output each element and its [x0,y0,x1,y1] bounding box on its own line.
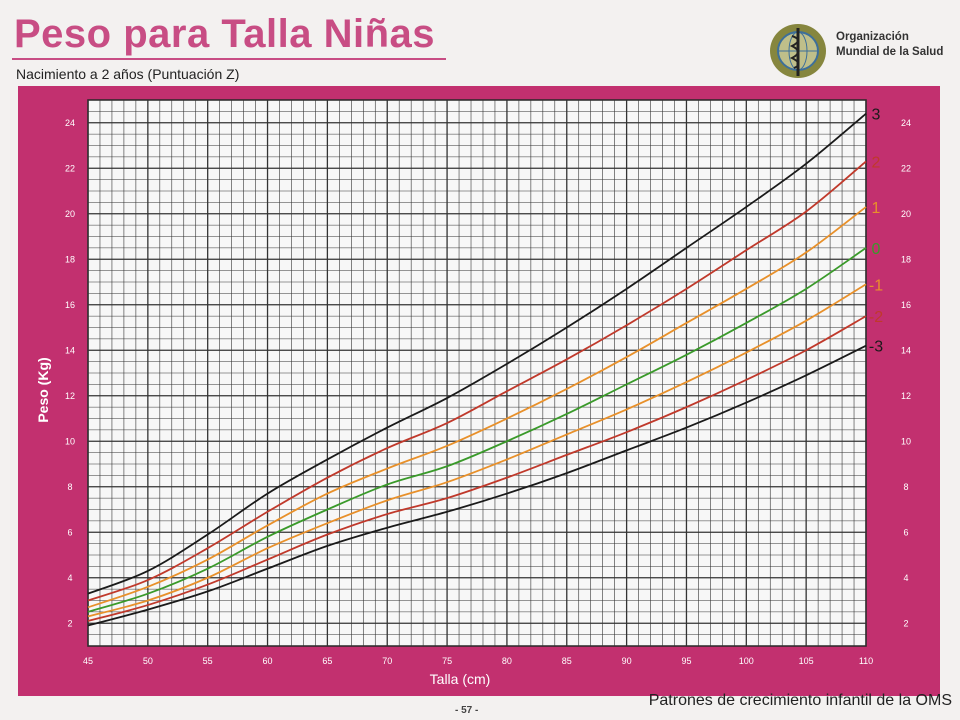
series-label-z-1: -1 [869,277,883,294]
series-line-z3 [87,112,867,595]
y-tick-label-right: 22 [901,163,911,173]
x-tick-label: 60 [263,656,273,666]
y-tick-label-left: 10 [65,436,75,446]
y-tick-label-left: 2 [67,618,72,628]
series-label-z3: 3 [872,107,881,124]
x-tick-label: 95 [681,656,691,666]
x-tick-label: 105 [799,656,814,666]
series-label-z-2: -2 [869,309,883,326]
chart-subtitle: Nacimiento a 2 años (Puntuación Z) [16,66,239,82]
x-tick-labels: 45 50 55 60 65 70 75 80 85 90 95 100 105 110 [83,656,873,666]
series-lines [87,112,867,627]
page-title: Peso para Talla Niñas [14,12,436,56]
y-tick-label-left: 4 [67,573,72,583]
y-tick-label-right: 12 [901,391,911,401]
series-line-z1 [87,206,867,609]
x-tick-label: 100 [739,656,754,666]
series-label-z2: 2 [872,154,881,171]
x-tick-label: 55 [203,656,213,666]
title-divider [12,58,446,60]
who-emblem-icon [770,24,826,78]
series-label-z-3: -3 [869,339,883,356]
series-line-z2 [87,160,867,602]
subtitle-text: Nacimiento a 2 años [16,66,144,82]
y-tick-label-right: 24 [901,118,911,128]
x-tick-label: 50 [143,656,153,666]
series-labels: 3 2 1 0 -1 -2 -3 [869,107,883,356]
series-line-z-1 [87,283,867,618]
x-tick-label: 45 [83,656,93,666]
x-axis-label: Talla (cm) [430,671,491,687]
subtitle-z-score: (Puntuación Z) [147,66,240,82]
y-tick-label-right: 14 [901,345,911,355]
y-tick-label-left: 22 [65,163,75,173]
y-tick-label-left: 18 [65,254,75,264]
y-tick-label-left: 24 [65,118,75,128]
series-line-z-2 [87,315,867,622]
series-label-z1: 1 [872,200,881,217]
x-tick-label: 80 [502,656,512,666]
y-tick-label-right: 10 [901,436,911,446]
x-tick-label: 85 [562,656,572,666]
grid-lines [87,99,867,647]
y-tick-label-right: 2 [903,618,908,628]
y-tick-label-left: 12 [65,391,75,401]
y-tick-label-right: 18 [901,254,911,264]
y-tick-label-right: 8 [903,482,908,492]
x-tick-label: 75 [442,656,452,666]
y-tick-label-right: 16 [901,300,911,310]
series-line-z0 [87,247,867,613]
y-tick-label-left: 6 [67,527,72,537]
org-line-1: Organización [836,31,909,43]
y-tick-label-right: 6 [903,527,908,537]
series-line-z-3 [87,344,867,627]
y-tick-label-left: 20 [65,209,75,219]
y-tick-label-left: 16 [65,300,75,310]
footer-text: Patrones de crecimiento infantil de la O… [648,692,952,709]
x-tick-label: 110 [859,656,873,666]
x-tick-label: 70 [382,656,392,666]
x-tick-label: 65 [322,656,332,666]
y-axis-label: Peso (Kg) [35,357,51,422]
y-tick-label-left: 14 [65,345,75,355]
y-tick-label-left: 8 [67,482,72,492]
x-tick-label: 90 [622,656,632,666]
series-label-z0: 0 [872,241,881,258]
page-number: - 57 - [455,705,479,716]
org-line-2: Mundial de la Salud [836,46,944,58]
y-tick-label-right: 20 [901,209,911,219]
y-tick-label-right: 4 [903,573,908,583]
organization-name: Organización Mundial de la Salud [836,30,943,60]
